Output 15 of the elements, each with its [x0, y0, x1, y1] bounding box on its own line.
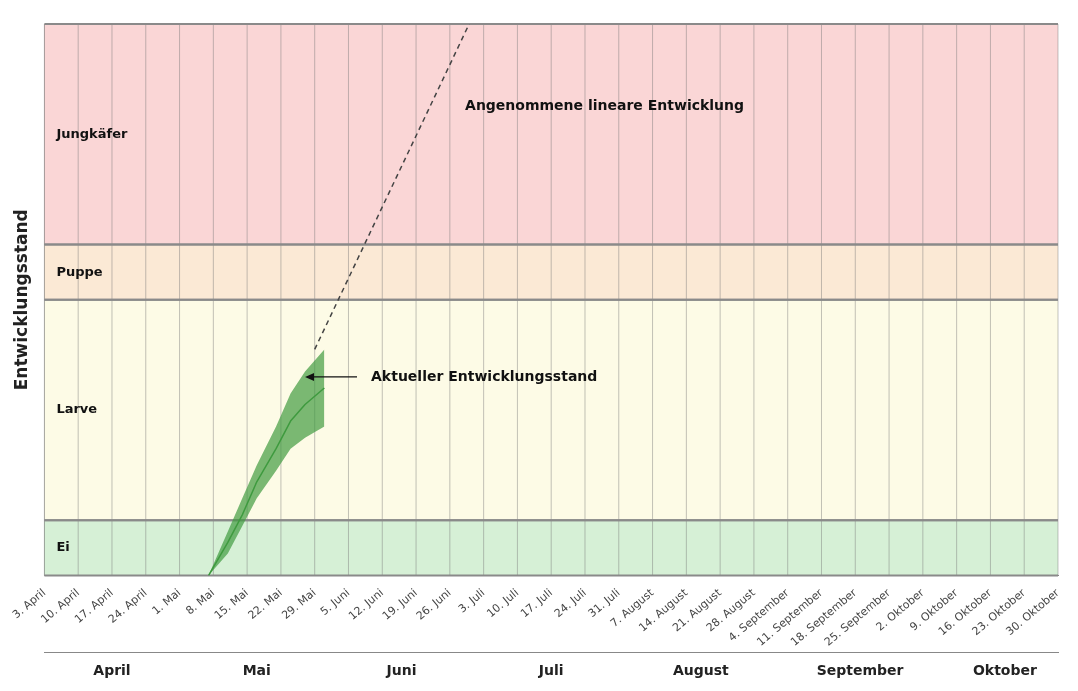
x2-tick-label: April: [93, 662, 131, 679]
x-tick-label: 1. Mai: [149, 586, 184, 618]
x2-tick-label: Juni: [385, 662, 417, 679]
x2-tick-label: August: [672, 662, 730, 679]
y-axis-title: Entwicklungsstand: [10, 209, 31, 391]
annotation: Angenommene lineare Entwicklung: [465, 97, 745, 114]
annotation: Aktueller Entwicklungsstand: [371, 367, 598, 384]
x2-tick-label: September: [816, 662, 904, 679]
band-label: Puppe: [56, 263, 103, 279]
x2-tick-label: Mai: [242, 662, 271, 679]
band-label: Jungkäfer: [55, 125, 128, 141]
x2-tick-label: Juli: [537, 662, 564, 679]
band-label: Larve: [56, 401, 98, 417]
x2-tick-label: Oktober: [972, 662, 1037, 679]
band-label: Ei: [56, 539, 70, 555]
